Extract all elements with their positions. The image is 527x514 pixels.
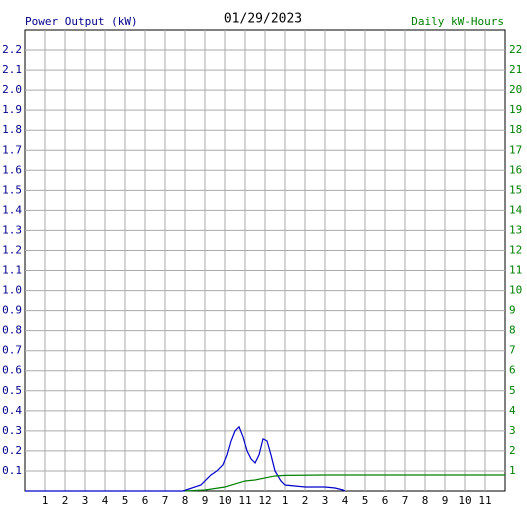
x-tick-label: 11 <box>238 494 251 507</box>
y-tick-label: 0.1 <box>2 464 22 477</box>
y-tick-label: 0.2 <box>2 444 22 457</box>
y-axis-label: Power Output (kW) <box>25 15 138 28</box>
y-tick-label: 2.0 <box>2 83 22 96</box>
y-tick-label: 1.0 <box>2 284 22 297</box>
x-tick-label: 11 <box>478 494 491 507</box>
y-tick-label: 0.9 <box>2 304 22 317</box>
y-tick-label: 1.4 <box>2 203 22 216</box>
series-line <box>184 474 505 492</box>
y-tick-label: 0.8 <box>2 324 22 337</box>
x-tick-label: 2 <box>62 494 69 507</box>
y-tick-label: 0.4 <box>2 404 22 417</box>
chart-title: 01/29/2023 <box>224 12 302 27</box>
y-tick-label: 2.2 <box>2 43 22 56</box>
x-tick-label: 3 <box>82 494 89 507</box>
y2-tick-label: 20 <box>509 83 522 96</box>
y2-tick-label: 21 <box>509 63 522 76</box>
y-tick-label: 1.5 <box>2 183 22 196</box>
y2-tick-label: 10 <box>509 284 522 297</box>
x-tick-label: 5 <box>362 494 369 507</box>
y-tick-label: 1.2 <box>2 243 22 256</box>
y2-tick-label: 2 <box>509 444 516 457</box>
y2-axis-label: Daily kW-Hours <box>411 15 504 28</box>
x-tick-label: 10 <box>458 494 471 507</box>
x-tick-label: 1 <box>42 494 49 507</box>
x-tick-label: 6 <box>382 494 389 507</box>
x-tick-label: 4 <box>102 494 109 507</box>
y2-tick-label: 22 <box>509 43 522 56</box>
y-tick-label: 1.1 <box>2 264 22 277</box>
x-tick-label: 2 <box>302 494 309 507</box>
x-tick-label: 7 <box>162 494 169 507</box>
y2-tick-label: 13 <box>509 223 522 236</box>
y2-tick-label: 16 <box>509 163 522 176</box>
x-tick-label: 8 <box>422 494 429 507</box>
x-tick-label: 4 <box>342 494 349 507</box>
y2-tick-label: 12 <box>509 243 522 256</box>
y-tick-label: 1.8 <box>2 123 22 136</box>
y2-tick-label: 17 <box>509 143 522 156</box>
x-tick-label: 7 <box>402 494 409 507</box>
y-tick-label: 0.3 <box>2 424 22 437</box>
x-tick-label: 6 <box>142 494 149 507</box>
y2-tick-label: 11 <box>509 264 522 277</box>
y2-tick-label: 1 <box>509 464 516 477</box>
y2-tick-label: 7 <box>509 344 516 357</box>
y2-tick-label: 6 <box>509 364 516 377</box>
y2-tick-label: 19 <box>509 103 522 116</box>
y-tick-label: 0.5 <box>2 384 22 397</box>
y2-tick-label: 18 <box>509 123 522 136</box>
x-tick-label: 10 <box>218 494 231 507</box>
x-tick-label: 9 <box>202 494 209 507</box>
y2-tick-label: 8 <box>509 324 516 337</box>
y-tick-label: 0.7 <box>2 344 22 357</box>
y2-tick-label: 4 <box>509 404 516 417</box>
y-tick-label: 1.6 <box>2 163 22 176</box>
y-tick-label: 1.9 <box>2 103 22 116</box>
y2-tick-label: 5 <box>509 384 516 397</box>
y-tick-label: 1.7 <box>2 143 22 156</box>
y-tick-label: 1.3 <box>2 223 22 236</box>
y2-tick-label: 3 <box>509 424 516 437</box>
x-tick-label: 5 <box>122 494 129 507</box>
y2-tick-label: 15 <box>509 183 522 196</box>
x-tick-label: 12 <box>258 494 271 507</box>
x-tick-label: 1 <box>282 494 289 507</box>
x-tick-label: 3 <box>322 494 329 507</box>
y2-tick-label: 14 <box>509 203 523 216</box>
y2-tick-label: 9 <box>509 304 516 317</box>
y-tick-label: 2.1 <box>2 63 22 76</box>
x-tick-label: 8 <box>182 494 189 507</box>
y-tick-label: 0.6 <box>2 364 22 377</box>
series-line <box>25 425 346 492</box>
x-tick-label: 9 <box>442 494 449 507</box>
